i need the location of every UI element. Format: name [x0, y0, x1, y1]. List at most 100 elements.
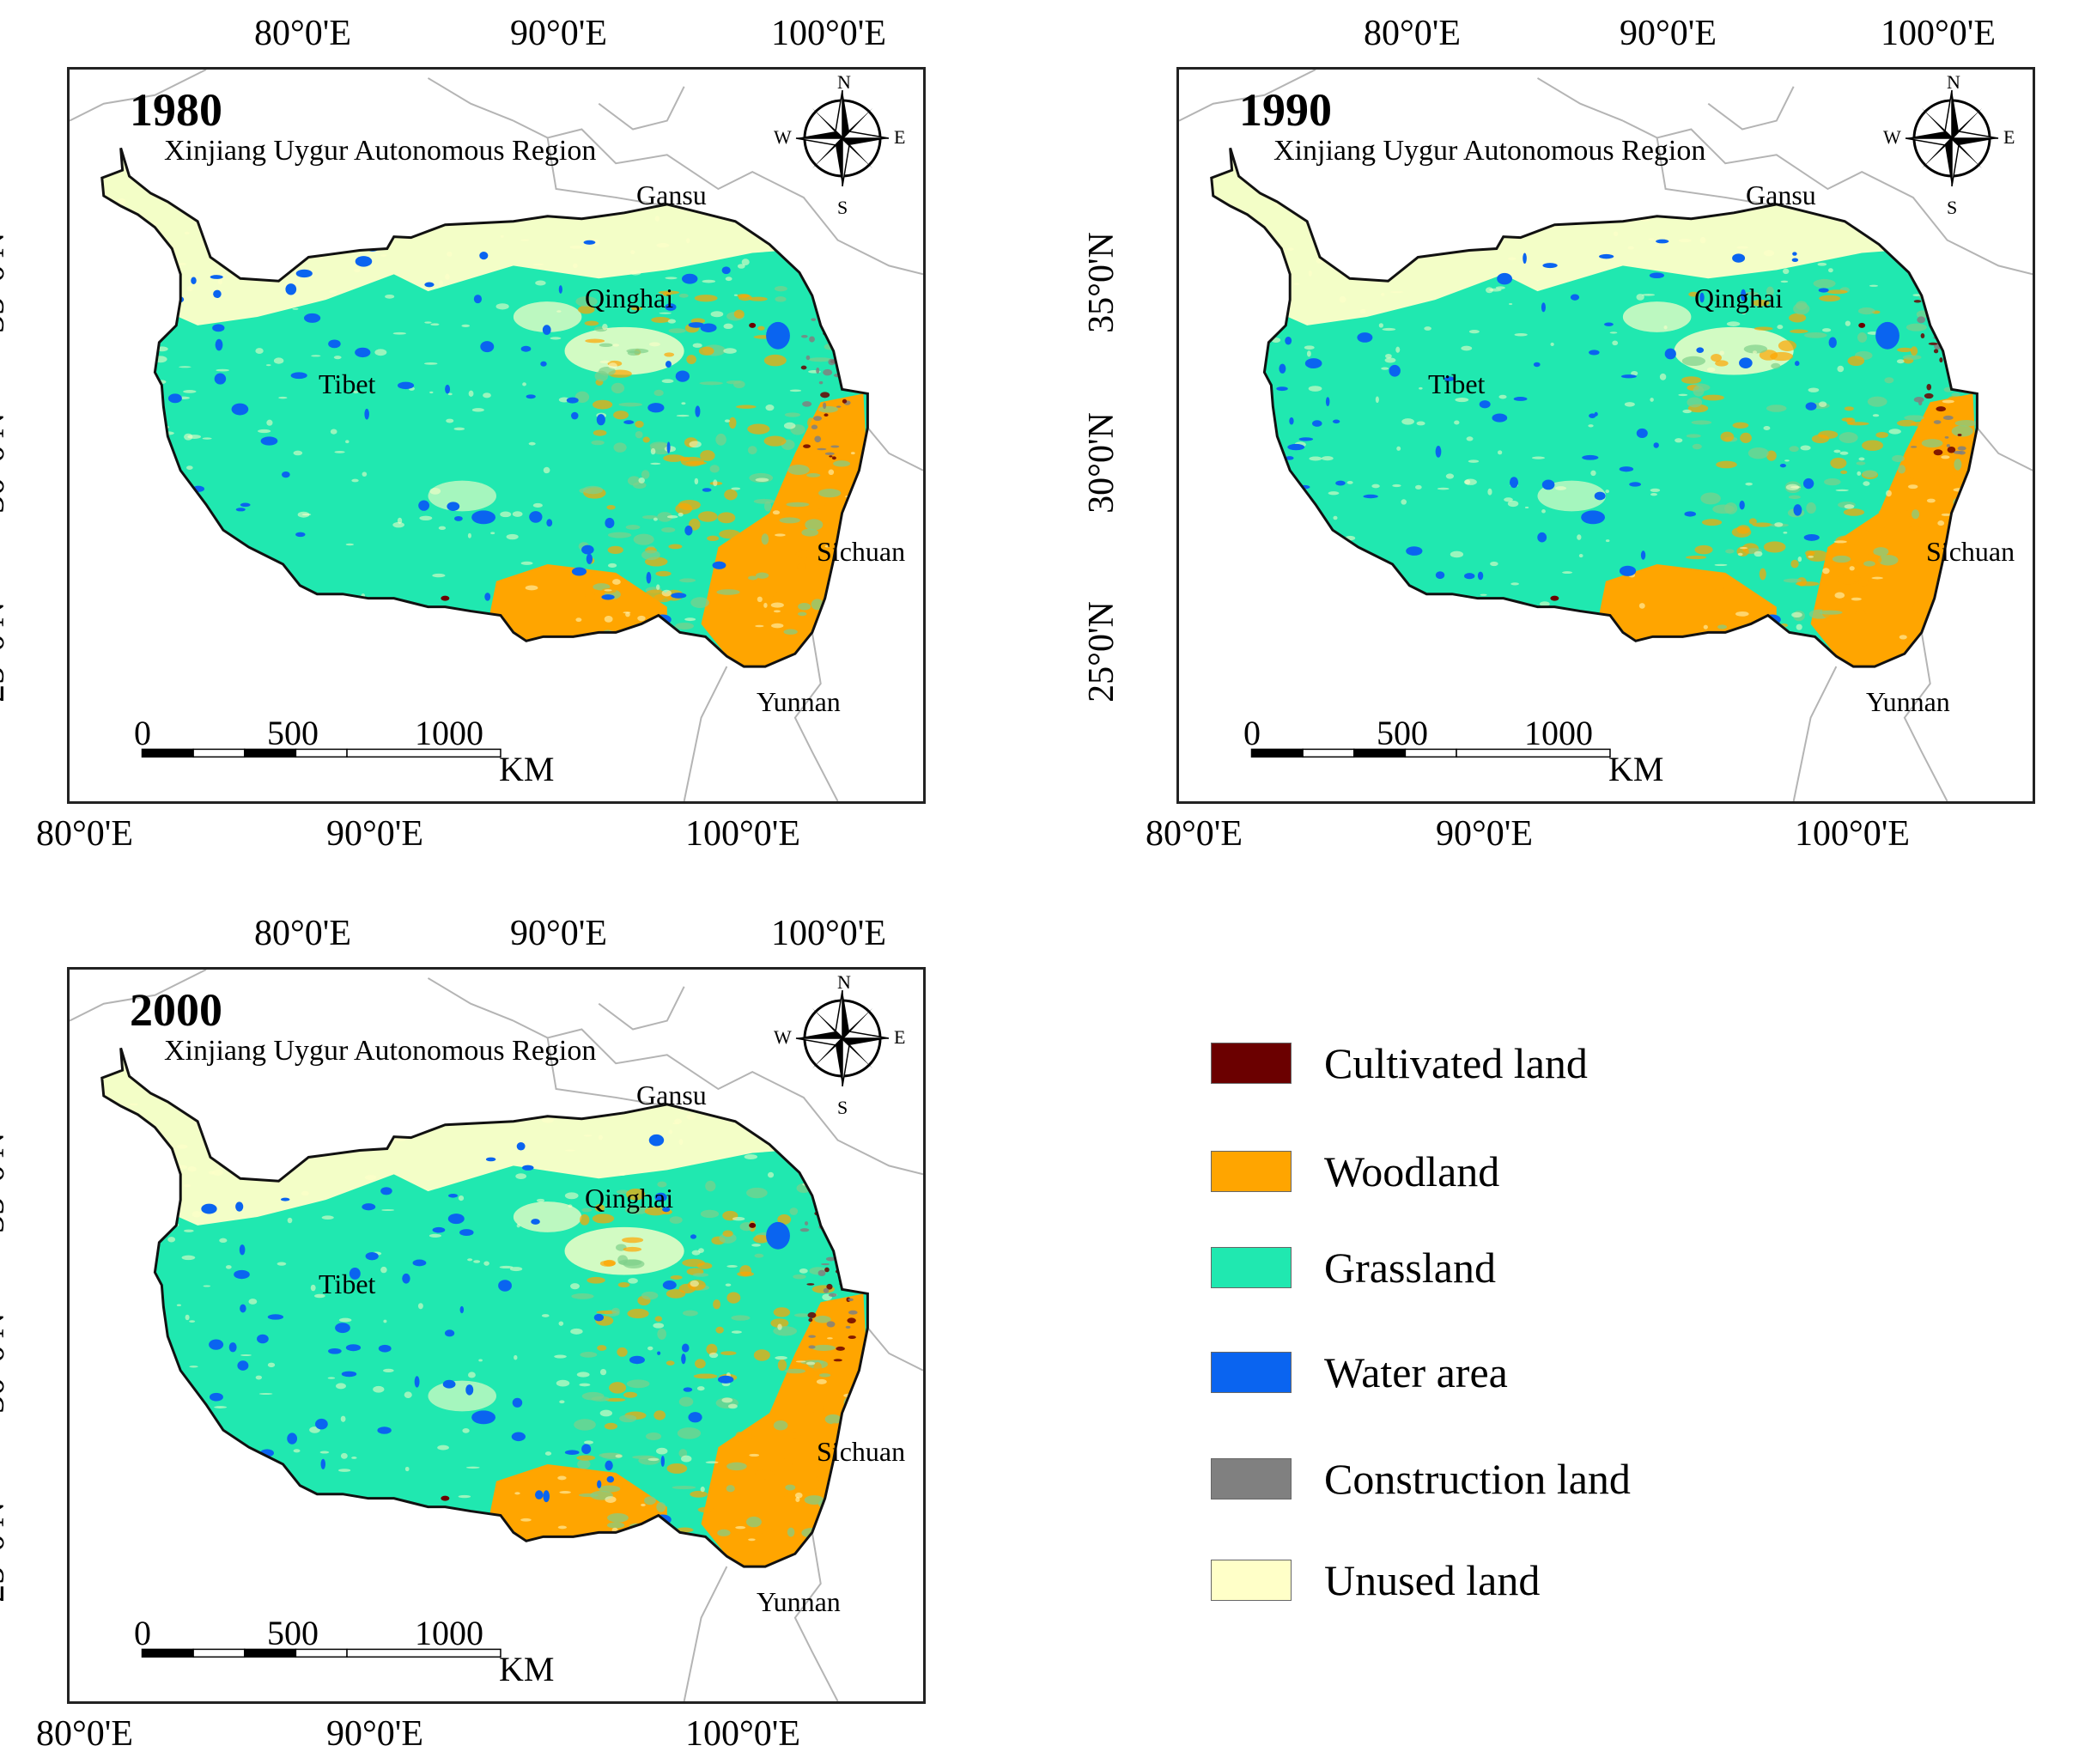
mixed-vegetation [574, 391, 590, 403]
mixed-vegetation [1909, 526, 1921, 531]
construction-area [828, 358, 836, 366]
water-body [201, 1203, 217, 1214]
construction-area [834, 314, 844, 321]
unused-land-patch [723, 323, 733, 330]
construction-area [824, 452, 835, 455]
water-body [471, 510, 496, 525]
unused-land-patch [287, 1217, 293, 1224]
unused-land-patch [528, 441, 536, 446]
construction-area [1939, 333, 1948, 338]
water-body [700, 323, 717, 332]
unused-land-patch [161, 1164, 168, 1171]
mixed-vegetation [753, 1349, 770, 1361]
water-body [1741, 289, 1747, 301]
unused-land-patch [483, 392, 491, 398]
water-body [235, 1201, 244, 1212]
unused-land-patch [836, 1500, 847, 1505]
unused-land-patch [1273, 177, 1283, 182]
unused-land-patch [641, 1503, 646, 1506]
mixed-vegetation [627, 350, 641, 356]
mixed-vegetation [716, 589, 740, 595]
mixed-vegetation [757, 1528, 774, 1534]
plateau-outline [100, 147, 869, 668]
unused-land-patch [668, 1129, 673, 1134]
mixed-vegetation [644, 1207, 667, 1216]
compass-letter-e: E [894, 126, 906, 148]
unused-land-patch [679, 1537, 691, 1541]
mixed-vegetation [1789, 313, 1807, 323]
water-body [209, 1392, 223, 1402]
water-body [231, 403, 249, 416]
mixed-vegetation [1863, 561, 1875, 567]
mixed-vegetation [1954, 420, 1978, 427]
unused-land-patch [797, 265, 807, 269]
unused-land-patch [265, 578, 273, 584]
unused-land-patch [1340, 240, 1351, 247]
unused-land-patch [160, 1368, 172, 1374]
construction-area [1958, 450, 1966, 455]
construction-area [822, 1200, 829, 1203]
water-body [1794, 361, 1800, 367]
mixed-vegetation [763, 435, 787, 447]
unused-land-patch [143, 1320, 151, 1324]
mixed-vegetation [613, 411, 629, 420]
construction-area [848, 306, 856, 310]
mixed-vegetation [713, 1299, 721, 1310]
water-body [1582, 454, 1599, 460]
mixed-vegetation [1766, 450, 1777, 461]
compass-star-light [1905, 89, 1999, 187]
unused-land-patch [164, 582, 173, 588]
unused-land-patch [340, 1452, 348, 1459]
unused-land-patch [467, 532, 471, 538]
mixed-vegetation [660, 624, 672, 636]
unused-land-patch [725, 1283, 732, 1287]
unused-land-area [428, 1380, 496, 1412]
mixed-vegetation [617, 1255, 629, 1265]
unused-land-patch [118, 198, 126, 205]
mixed-vegetation [835, 582, 846, 587]
unused-land-patch [340, 1415, 346, 1422]
mixed-vegetation [592, 399, 613, 410]
mixed-vegetation [705, 1180, 716, 1192]
mixed-vegetation [1759, 350, 1778, 361]
unused-land-patch [334, 451, 345, 453]
unused-land-patch [628, 1278, 638, 1284]
unused-land-patch [245, 576, 255, 579]
water-body [529, 511, 543, 523]
unused-land-patch [468, 390, 474, 397]
water-body [1288, 495, 1299, 502]
mixed-vegetation [773, 1307, 791, 1317]
scale-segment [192, 1648, 246, 1658]
unused-land-patch [273, 357, 284, 364]
construction-area [842, 295, 848, 301]
water-body [665, 303, 677, 311]
unused-land-patch [1454, 420, 1460, 425]
mixed-vegetation [678, 293, 689, 298]
unused-land-patch [142, 1200, 151, 1207]
unused-land-patch [605, 1496, 617, 1503]
top-lon-tick: 80°0'E [254, 914, 352, 953]
mixed-vegetation [818, 1373, 831, 1378]
mixed-vegetation [1875, 431, 1889, 439]
construction-area [1917, 316, 1926, 324]
mixed-vegetation [1857, 332, 1868, 343]
construction-area [1960, 361, 1969, 368]
unused-land-patch [568, 1204, 573, 1208]
water-body [596, 414, 605, 426]
water-body [1570, 294, 1580, 301]
construction-area [814, 435, 822, 443]
left-lat-tick: 30°0'N [0, 1312, 12, 1414]
unused-land-patch [567, 197, 580, 204]
construction-area [806, 1283, 815, 1286]
water-body [1636, 428, 1648, 439]
unused-land-patch [686, 238, 690, 244]
mixed-vegetation [1921, 439, 1943, 448]
construction-area [1933, 449, 1943, 456]
unused-land-patch [161, 561, 174, 565]
unused-land-patch [655, 1447, 668, 1455]
unused-land-patch [172, 1536, 178, 1540]
construction-area [811, 318, 817, 321]
water-body [688, 322, 704, 328]
unused-land-patch [307, 173, 313, 180]
construction-area [818, 380, 824, 385]
